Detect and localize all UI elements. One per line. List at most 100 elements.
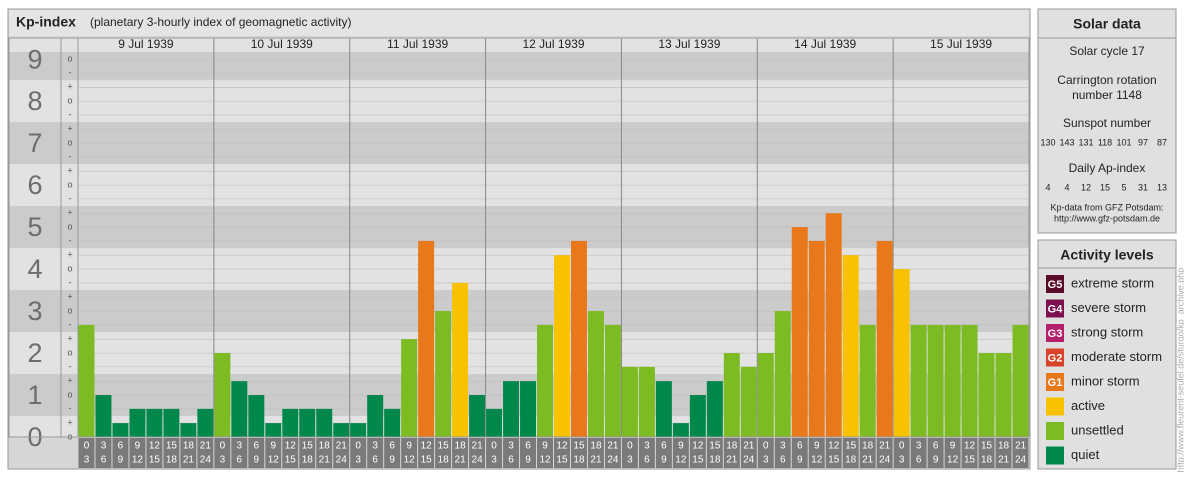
hour-label: 15 [166,441,178,452]
minor-tick-label: + [67,124,72,134]
hour-label: 21 [726,455,738,466]
minor-tick-label: o [67,54,72,64]
legend-swatch [1046,275,1064,293]
hour-label: 18 [438,455,450,466]
y-tick-label: 9 [27,44,42,74]
bar [248,395,265,437]
hour-label: 21 [590,455,602,466]
hour-label: 18 [726,441,738,452]
hour-box [774,438,791,468]
bar [486,408,503,437]
hour-label: 6 [525,441,531,452]
bar [180,423,197,437]
chart-subtitle: (planetary 3-hourly index of geomagnetic… [90,15,351,29]
hour-label: 18 [319,441,331,452]
y-tick-label: 6 [27,170,42,200]
hour-label: 18 [573,455,585,466]
legend-swatch [1046,397,1064,416]
bar [910,324,927,437]
hour-label: 24 [336,455,348,466]
hour-label: 15 [709,441,721,452]
hour-label: 21 [1015,441,1027,452]
hour-label: 9 [950,441,956,452]
hour-label: 12 [285,441,297,452]
hour-label: 21 [998,455,1010,466]
minor-tick-label: + [67,292,72,302]
sunspot-number: 131 [1078,137,1093,147]
bar [231,381,248,437]
date-label: 9 Jul 1939 [118,37,174,51]
solar-title: Solar data [1073,16,1141,32]
bar [163,408,180,437]
y-tick-label: 7 [27,128,42,158]
hour-label: 0 [763,441,769,452]
minor-tick-label: o [67,431,72,441]
legend-name: unsettled [1071,422,1124,437]
bar [672,423,689,437]
date-label: 14 Jul 1939 [794,37,856,51]
legend-swatch [1046,348,1064,367]
hour-box [248,438,265,468]
hour-box [893,438,910,468]
hour-label: 12 [539,455,551,466]
bar [859,324,876,437]
minor-tick-label: - [69,277,72,287]
carrington: Carrington rotation [1057,73,1156,87]
hour-box [367,438,384,468]
date-label: 10 Jul 1939 [251,37,313,51]
date-label: 11 Jul 1939 [387,37,448,51]
hour-label: 24 [879,455,891,466]
hour-label: 24 [743,455,755,466]
hour-label: 18 [862,441,874,452]
hour-label: 9 [797,455,803,466]
hour-label: 12 [675,455,687,466]
hour-label: 0 [220,441,226,452]
hour-box [978,438,995,468]
minor-tick-label: o [67,389,72,399]
hour-label: 3 [84,455,90,466]
date-label: 12 Jul 1939 [522,37,584,51]
hour-label: 3 [644,441,650,452]
hour-label: 12 [404,455,416,466]
bar [893,269,910,437]
minor-tick-label: - [69,235,72,245]
hour-label: 24 [607,455,619,466]
hour-label: 3 [220,455,226,466]
hour-label: 0 [355,441,361,452]
hour-box [265,438,282,468]
bar [757,353,774,437]
hour-label: 15 [573,441,585,452]
legend-swatch [1046,299,1064,318]
title-bar [9,10,1029,36]
hour-box [197,438,214,468]
hour-box [316,438,333,468]
hour-box [995,438,1012,468]
hour-label: 6 [797,441,803,452]
bar [503,381,520,437]
hour-box [401,438,418,468]
hour-box [146,438,163,468]
bar [927,324,944,437]
hour-label: 12 [149,441,161,452]
minor-tick-label: o [67,347,72,357]
hour-box [486,438,503,468]
minor-tick-label: - [69,361,72,371]
bar [706,381,723,437]
bar [435,311,452,437]
bar [570,240,587,437]
bar [621,366,638,437]
hour-box [520,438,537,468]
hour-box [299,438,316,468]
y-tick-label: 2 [27,338,42,368]
hour-box [604,438,621,468]
hour-box [723,438,740,468]
bar [791,227,808,437]
hour-label: 3 [101,441,107,452]
legend-code: G3 [1048,328,1063,340]
bar [214,353,231,437]
hour-box [78,438,95,468]
hour-box [180,438,197,468]
hour-label: 3 [508,441,514,452]
hour-label: 12 [268,455,280,466]
